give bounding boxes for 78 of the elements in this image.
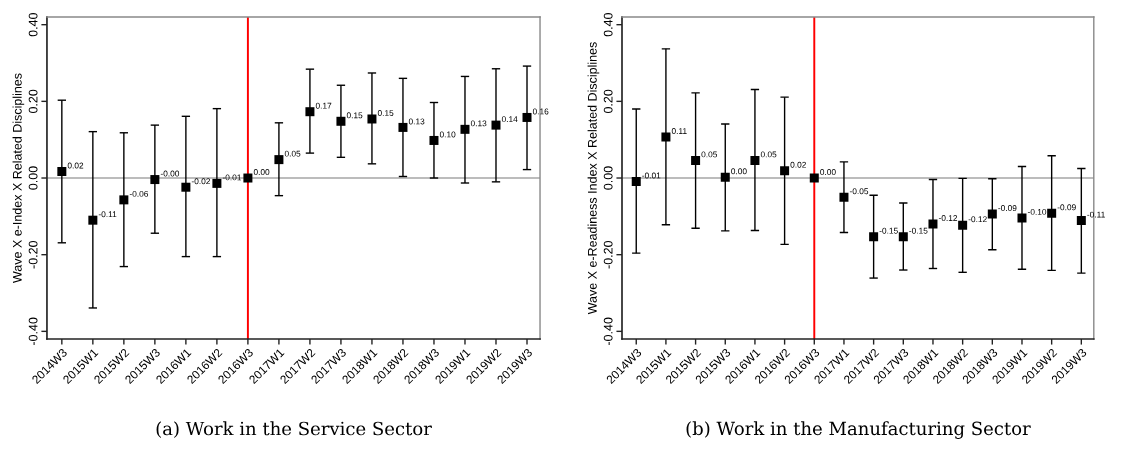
y-axis-title: Wave X e-Readiness Index X Related Disciplines (587, 42, 600, 315)
point (720, 172, 730, 182)
point (57, 167, 67, 176)
point (1076, 216, 1086, 226)
point (928, 219, 938, 229)
data-label: 0.00 (731, 168, 747, 175)
y-tick-label: 0.40 (603, 13, 613, 37)
data-label: 0.16 (532, 108, 549, 115)
y-tick-label: 0.20 (603, 89, 613, 114)
point (869, 232, 879, 242)
point (780, 166, 790, 176)
data-label: -0.15 (909, 227, 928, 234)
data-label: 0.17 (315, 102, 332, 109)
data-label: 0.02 (67, 162, 84, 169)
point (491, 120, 501, 130)
y-tick-label: -0.20 (603, 240, 613, 269)
data-label: -0.15 (879, 227, 898, 234)
point (181, 182, 191, 192)
point (691, 155, 701, 165)
data-label: 0.00 (253, 169, 270, 175)
point (212, 178, 222, 188)
y-axis-title: Wave X e-Index X Related Disciplines (12, 73, 25, 283)
point (119, 195, 129, 205)
y-tick-label: -0.40 (28, 317, 38, 346)
point (429, 135, 439, 145)
point (274, 155, 284, 165)
point (305, 107, 315, 117)
y-tick-label: 0.00 (28, 166, 38, 190)
y-tick-label: -0.20 (28, 240, 38, 269)
point (750, 155, 760, 165)
data-label: 0.15 (377, 110, 394, 116)
point (987, 209, 997, 219)
point (631, 176, 641, 186)
data-label: -0.10 (1027, 208, 1047, 215)
text: (b) Work in the Manufacturing Sector (686, 421, 1031, 439)
data-label: 0.02 (790, 161, 806, 168)
data-label: 0.14 (501, 116, 518, 123)
point (661, 132, 671, 142)
point (367, 114, 377, 124)
data-label: -0.01 (642, 172, 661, 179)
data-label: -0.02 (191, 178, 211, 185)
data-label: -0.12 (968, 216, 987, 223)
data-label: 0.15 (346, 112, 363, 119)
data-label: -0.11 (1087, 211, 1105, 218)
y-tick-label: -0.40 (603, 317, 613, 346)
data-label: -0.09 (998, 205, 1017, 212)
point (88, 215, 98, 225)
point (898, 232, 908, 242)
data-label: -0.00 (160, 170, 180, 177)
point (839, 192, 849, 202)
y-tick-label: 0.40 (28, 13, 38, 37)
data-label: 0.11 (671, 128, 687, 134)
point (1017, 213, 1027, 223)
data-label: 0.13 (470, 120, 487, 127)
data-label: 0.13 (408, 118, 425, 125)
data-label: 0.05 (701, 151, 718, 158)
y-tick-label: 0.20 (28, 89, 38, 114)
point (522, 112, 532, 122)
point (1047, 208, 1057, 218)
data-label: 0.00 (820, 169, 836, 175)
data-label: -0.11 (98, 211, 117, 218)
point (150, 175, 160, 185)
data-label: 0.05 (284, 150, 301, 157)
data-label: -0.09 (1057, 204, 1076, 211)
data-label: -0.01 (222, 174, 242, 181)
y-tick-label: 0.00 (603, 166, 613, 190)
point (243, 173, 253, 183)
data-label: -0.06 (129, 190, 149, 197)
text: (a) Work in the Service Sector (156, 421, 432, 438)
data-label: -0.12 (938, 215, 958, 221)
point (958, 220, 968, 230)
data-label: -0.05 (849, 188, 869, 195)
point (398, 122, 408, 132)
data-label: 0.05 (760, 151, 777, 158)
point (809, 173, 819, 183)
point (460, 124, 470, 134)
point (336, 116, 346, 126)
data-label: 0.10 (439, 131, 456, 138)
